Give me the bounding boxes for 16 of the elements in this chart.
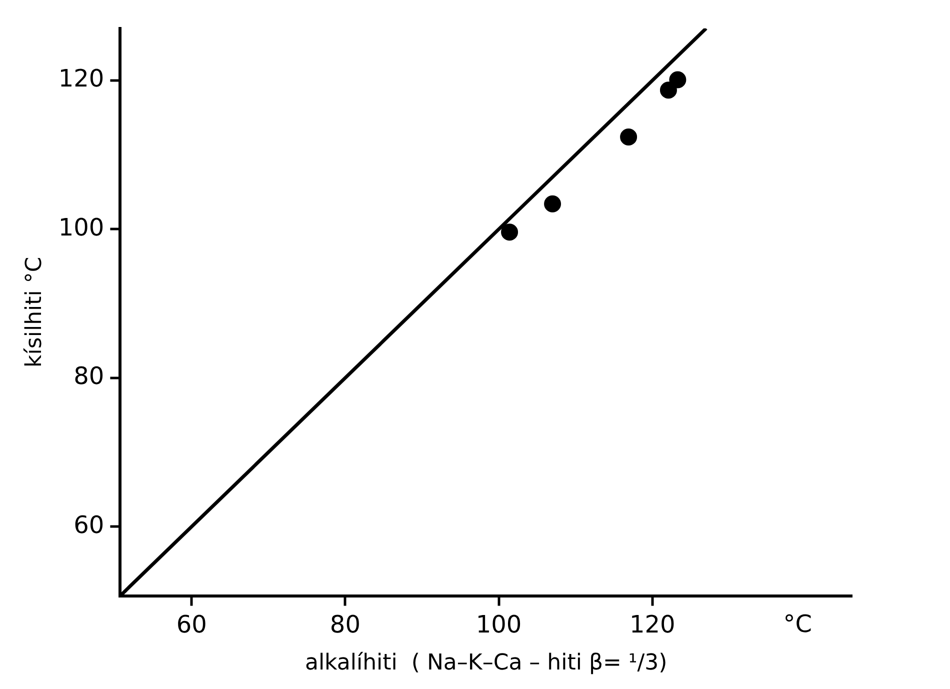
point (669, 71, 686, 88)
y-axis-title: kísilhiti °C (22, 256, 47, 368)
point (501, 224, 518, 241)
x-axis-title: alkalíhiti ( Na–K–Ca – hiti β= ¹/3) (304, 650, 668, 676)
x-tick-label: 100 (476, 610, 522, 638)
text: °C (783, 610, 812, 638)
x-tick-label: 80 (330, 610, 360, 638)
point (620, 128, 638, 146)
x-tick-label: 120 (629, 610, 676, 638)
y-tick-label: 120 (58, 64, 104, 93)
point (660, 82, 677, 99)
point (544, 195, 562, 212)
y-tick-label: 80 (74, 362, 104, 390)
y-tick-label: 60 (74, 510, 104, 539)
x-tick-label: 60 (176, 610, 207, 638)
y-tick-label: 100 (58, 213, 104, 242)
